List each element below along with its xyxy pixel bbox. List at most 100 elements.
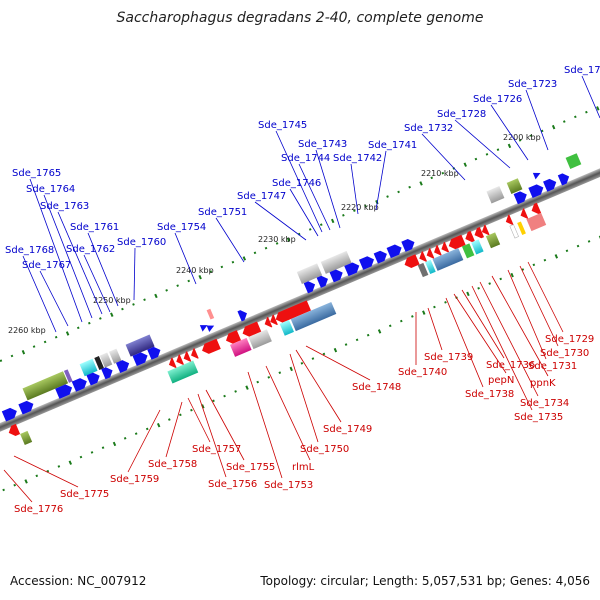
gene-box: [79, 358, 98, 377]
gene-arrow: [225, 330, 242, 344]
tick-mark: [507, 143, 512, 149]
gene-arrow: [55, 384, 73, 399]
gene-box: [417, 262, 429, 278]
gene-box: [432, 248, 464, 271]
callout-line: [527, 261, 564, 333]
tick-mark: [331, 218, 335, 224]
tick-mark: [474, 157, 478, 161]
gene-label: Sde_1750: [300, 444, 349, 455]
callout-line: [289, 353, 319, 443]
map-title: Saccharophagus degradans 2-40, complete …: [116, 10, 484, 26]
callout-line: [519, 265, 559, 347]
gene-arrow: [270, 314, 278, 325]
gene-arrow: [18, 400, 34, 415]
tick-mark: [574, 115, 577, 119]
gene-label: Sde_1742: [333, 153, 382, 164]
tick-mark: [65, 331, 70, 336]
gene-box: [167, 360, 199, 384]
tick-mark: [112, 441, 117, 447]
tick-mark: [143, 298, 146, 302]
gene-arrow: [505, 214, 514, 225]
callout-line: [453, 293, 507, 374]
tick-mark: [463, 162, 467, 167]
tick-mark: [430, 176, 434, 180]
gene-box: [94, 356, 104, 370]
tick-mark: [488, 282, 491, 285]
tick-mark: [21, 349, 26, 355]
callout-line: [461, 289, 505, 359]
tick-mark: [253, 251, 257, 255]
tick-mark: [344, 343, 348, 346]
gene-label: Sde_1760: [117, 237, 166, 248]
tick-mark: [132, 303, 135, 306]
gene-label: Sde_1717: [564, 65, 600, 76]
gene-arrow: [448, 234, 466, 250]
callout-line: [581, 75, 600, 119]
tick-mark: [156, 422, 161, 428]
gene-arrow: [513, 191, 527, 205]
accession-label: Accession: NC_007912: [10, 574, 147, 588]
gene-box: [526, 212, 547, 232]
gene-box: [485, 232, 501, 249]
gene-box: [506, 178, 523, 194]
gene-arrow: [275, 300, 311, 323]
tick-mark: [187, 279, 191, 283]
gene-label: Sde_1755: [226, 462, 275, 473]
tick-label: 2230 kbp: [258, 235, 296, 244]
callout-line: [507, 269, 547, 360]
tick-label: 2200 kbp: [503, 133, 541, 142]
gene-label: Sde_1761: [70, 222, 119, 233]
backbone-band: [0, 106, 600, 492]
callout-line: [471, 285, 533, 411]
tick-mark: [510, 272, 514, 278]
gene-label: Sde_1726: [473, 94, 522, 105]
gene-label: Sde_1757: [192, 444, 241, 455]
callout-line: [350, 163, 359, 215]
tick-mark: [543, 258, 547, 262]
tick-mark: [477, 286, 480, 290]
callout-line: [133, 247, 136, 301]
callout-line: [445, 297, 484, 388]
tick-mark: [565, 249, 569, 253]
tick-mark: [245, 385, 249, 390]
callout-line: [490, 104, 529, 161]
callout-line: [265, 365, 311, 461]
gene-arrow: [434, 244, 442, 256]
tick-mark: [397, 190, 400, 194]
gene-label: Sde_1768: [5, 245, 54, 256]
gene-arrow: [373, 250, 387, 264]
tick-mark: [319, 223, 323, 227]
gene-arrow: [303, 281, 316, 294]
gene-label: Sde_1762: [66, 244, 115, 255]
tick-mark: [190, 408, 193, 412]
gene-box: [290, 301, 337, 332]
gene-label: Sde_1758: [148, 459, 197, 470]
tick-mark: [35, 474, 39, 478]
tick-mark: [176, 284, 179, 287]
gene-arrow: [1, 407, 17, 422]
tick-mark: [576, 244, 580, 248]
callout-line: [298, 163, 331, 231]
tick-mark: [518, 138, 522, 142]
gene-box: [296, 263, 323, 284]
gene-arrow: [358, 256, 375, 270]
gene-arrow: [183, 351, 192, 362]
tick-mark: [388, 324, 392, 328]
callout-line: [215, 217, 245, 263]
tick-mark: [87, 321, 91, 325]
gene-arrow: [528, 184, 544, 198]
gene-arrow: [329, 269, 343, 283]
gene-box: [63, 369, 73, 383]
tick-mark: [441, 171, 445, 175]
tick-mark: [485, 153, 489, 156]
tick-mark: [422, 310, 426, 315]
callout-line: [289, 188, 319, 237]
gene-box: [486, 186, 505, 204]
gene-arrow: [419, 251, 427, 262]
gene-arrow: [8, 423, 21, 436]
tick-mark: [101, 446, 105, 450]
callout-line: [295, 349, 342, 423]
tick-mark: [342, 214, 345, 217]
tick-mark: [90, 451, 94, 454]
